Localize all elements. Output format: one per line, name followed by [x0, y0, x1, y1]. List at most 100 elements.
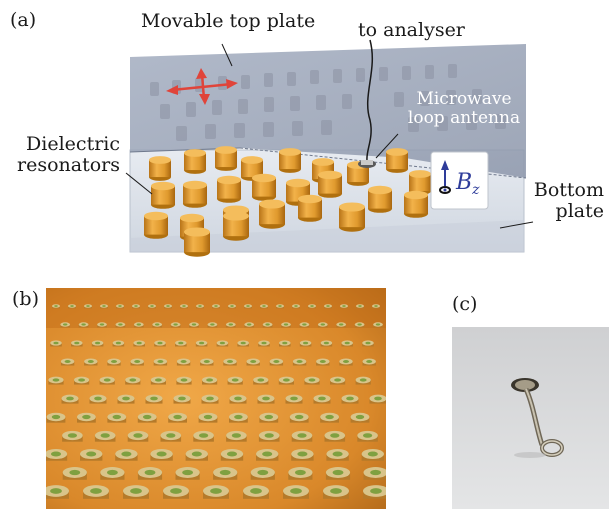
photo-resonator-disk — [228, 304, 236, 309]
panel-label-a: (a) — [10, 9, 37, 31]
photo-resonator-disk — [125, 376, 141, 385]
photo-resonator-disk — [316, 358, 330, 366]
resonator-cylinder — [217, 175, 241, 203]
photo-resonator-disk — [336, 322, 347, 328]
bz-inset — [430, 151, 489, 210]
photo-resonator-disk — [323, 485, 349, 499]
photo-resonator-disk — [229, 394, 247, 404]
photo-resonator-disk — [77, 412, 96, 423]
photo-resonator-disk — [313, 394, 331, 404]
photo-resonator-disk — [269, 358, 284, 366]
photo-resonator-disk — [340, 304, 348, 309]
photo-resonator-disk — [369, 394, 386, 404]
photo-resonator-disk — [196, 304, 204, 309]
photo-resonator-disk — [173, 394, 191, 404]
resonator-cylinder — [279, 148, 301, 173]
photo-resonator-disk — [176, 376, 192, 385]
resonator-cylinder — [339, 202, 365, 232]
photo-resonator-disk — [341, 394, 359, 404]
photo-resonator-disk — [326, 448, 349, 461]
photo-resonator-disk — [202, 376, 218, 385]
photo-resonator-disk — [84, 358, 98, 366]
photo-resonator-disk — [203, 485, 229, 499]
photo-resonator-disk — [127, 430, 149, 442]
photo-resonator-disk — [227, 376, 243, 385]
photo-resonator-disk — [198, 412, 218, 423]
photo-resonator-disk — [256, 448, 279, 461]
photo-resonator-disk — [283, 485, 309, 499]
resonator-cylinder — [259, 199, 285, 229]
label-dielectric-line1: Dielectric — [26, 133, 120, 155]
photo-resonator-disk — [320, 340, 333, 347]
resonator-cylinder — [318, 170, 342, 198]
photo-resonator-disk — [363, 485, 386, 499]
photo-resonator-disk — [289, 412, 309, 423]
photo-resonator-disk — [94, 430, 116, 442]
bz-letter: B — [456, 170, 473, 195]
photo-resonator-disk — [48, 376, 64, 385]
photo-resonator-disk — [62, 467, 87, 480]
photo-resonator-disk — [257, 394, 275, 404]
resonator-cylinder — [183, 180, 207, 208]
photo-resonator-disk — [148, 304, 156, 309]
photo-resonator-disk — [52, 304, 60, 309]
photo-resonator-disk — [246, 358, 260, 366]
label-microwave-line1: Microwave — [416, 89, 512, 109]
photo-resonator-disk — [150, 376, 166, 385]
photo-resonator-disk — [361, 448, 384, 461]
photo-resonator-disk — [226, 430, 247, 442]
photo-resonator-disk — [152, 322, 163, 328]
photo-resonator-disk — [276, 304, 284, 309]
move-arrows-icon — [166, 68, 238, 105]
photo-resonator-disk — [132, 304, 140, 309]
photo-resonator-disk — [133, 340, 145, 347]
photo-resonator-disk — [71, 340, 83, 347]
photo-resonator-disk — [84, 304, 92, 309]
resonator-cylinder — [368, 185, 392, 213]
photo-resonator-disk — [46, 485, 69, 499]
panel-label-b: (b) — [12, 288, 39, 310]
photo-resonator-disk — [163, 485, 189, 499]
bz-subscript: z — [472, 182, 480, 198]
photo-resonator-disk — [168, 412, 187, 423]
photo-resonator-disk — [117, 394, 135, 404]
photo-resonator-disk — [285, 394, 303, 404]
photo-resonator-disk — [216, 340, 229, 347]
label-bottom-line1: Bottom — [533, 179, 604, 201]
photo-resonator-disk — [145, 394, 163, 404]
photo-resonator-disk — [176, 358, 191, 366]
leader-bottom-plate — [499, 221, 534, 229]
resonator-cylinder — [252, 173, 276, 201]
photo-resonator-disk — [288, 467, 313, 480]
photo-resonator-disk — [116, 304, 124, 309]
photo-resonator-disk — [68, 304, 76, 309]
resonator-cylinder — [223, 211, 249, 241]
resonator-cylinder — [184, 227, 210, 257]
photo-resonator-disk — [362, 340, 374, 347]
photo-resonator-disk — [153, 358, 168, 366]
label-movable-top-plate: Movable top plate — [141, 10, 316, 32]
photo-resonator-disk — [61, 394, 79, 404]
dielectric-resonators — [144, 146, 431, 257]
photo-resonator-disk — [133, 322, 144, 328]
photo-resonator-disk — [225, 322, 236, 328]
photo-resonator-disk — [363, 467, 386, 480]
photo-resonator-disk — [130, 358, 144, 366]
photo-resonator-disk — [115, 322, 126, 328]
photo-resonator-disk — [317, 322, 328, 328]
photo-resonator-disk — [223, 358, 237, 366]
photo-resonator-disk — [291, 430, 313, 442]
photo-resonator-disk — [292, 358, 307, 366]
resonator-cylinder — [298, 194, 322, 222]
photo-resonator-disk — [299, 322, 310, 328]
photo-resonator-disk — [292, 304, 300, 309]
photo-resonator-disk — [107, 358, 121, 366]
photo-resonator-disk — [50, 340, 62, 347]
photo-resonator-disk — [60, 358, 75, 366]
photo-resonator-disk — [78, 322, 89, 328]
resonator-cylinder — [144, 211, 168, 239]
photo-resonator-disk — [372, 304, 380, 309]
photo-resonator-disk — [281, 322, 291, 328]
antenna-cable — [366, 39, 374, 161]
